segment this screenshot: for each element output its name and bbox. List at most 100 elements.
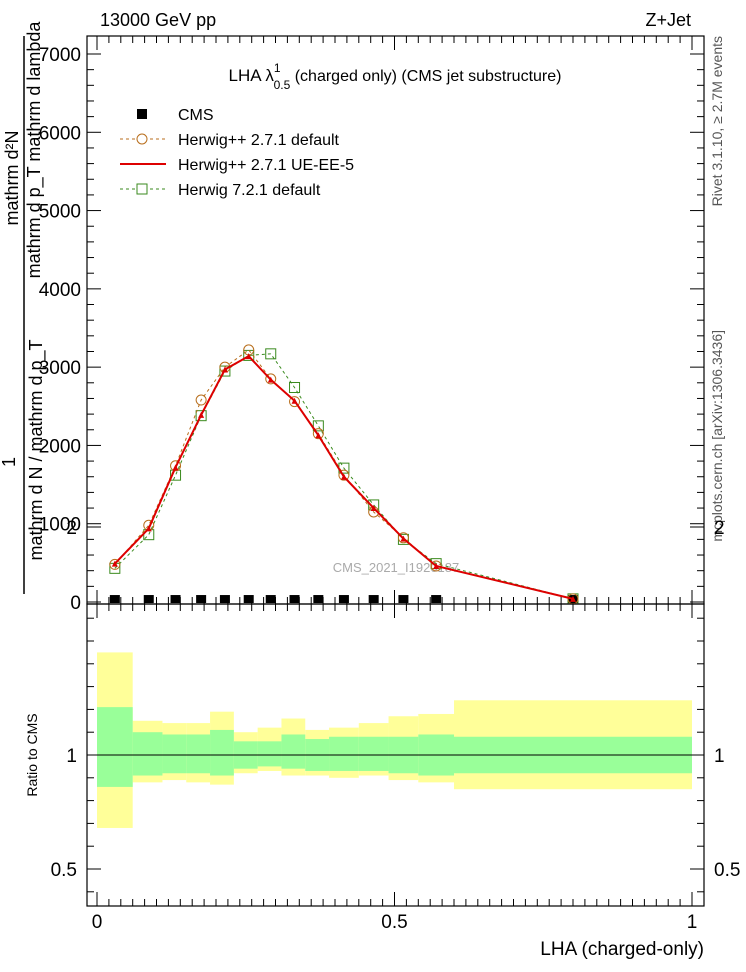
herwigpp-default-point [430,560,442,572]
x-tick-label: 0.5 [381,912,407,933]
ratio-x-ticks: 0 0.5 1 [92,604,698,933]
x-tick-label: 1 [687,912,698,933]
ratio-inner-band [329,736,359,771]
main-y-ticks: 0 1000 2000 3000 4000 5000 6000 7000 [39,45,704,614]
ratio-plot-panel: 0.5 0.51 12 2 0 0.5 1 Ratio to CMS LHA (charg… [24,518,740,960]
herwigpp-ueee5-point [245,353,252,360]
herwigpp-ueee5-point [570,595,576,602]
ylabel-denominator-top: mathrm d p_T mathrm d lambda [24,21,45,279]
herwigpp-default-point [397,532,409,544]
herwig7-point [265,348,277,360]
herwig7-point [289,381,301,393]
ratio-inner-band [281,734,306,769]
herwigpp-ueee5-point [291,397,298,404]
herwigpp-default-point [338,469,350,481]
cms-data-point [196,595,207,604]
cms-data-point [143,595,154,604]
ratio-y-tick-label-right: 0.5 [714,860,740,881]
rivet-version-label: Rivet 3.1.10, ≥ 2.7M events [709,36,725,206]
cms-data-point [368,595,379,604]
cms-data-point [313,595,324,604]
herwigpp-default-point [195,394,207,406]
plot-title: LHA λ1 0.5 (charged only) (CMS jet substr… [229,61,562,92]
legend-entry: Herwig++ 2.7.1 UE-EE-5 [120,157,354,174]
cms-data-point [338,595,349,604]
legend-entry: Herwig++ 2.7.1 default [120,132,340,149]
ratio-inner-band [210,729,234,776]
ylabel-denominator-bottom: mathrm d N / mathrm d p_T [26,339,47,560]
cms-data-point [109,595,120,604]
herwigpp-ueee5-point [315,432,322,439]
legend-label: Herwig++ 2.7.1 UE-EE-5 [178,157,354,174]
cms-data-point [219,595,230,604]
main-ylabel: mathrm d²N mathrm d p_T mathrm d lambda … [0,21,47,594]
herwigpp-default-point [289,396,301,408]
main-y-tick-label: 1000 [39,515,81,536]
ratio-inner-band [162,734,187,774]
header-process: Z+Jet [645,10,691,30]
mcplots-label: mcplots.cern.ch [arXiv:1306.3436] [709,330,725,542]
plot-title-superscript: 1 [274,61,281,75]
main-y-tick-label: 5000 [39,202,81,223]
ratio-y-tick-label: 2 [66,518,77,539]
herwigpp-ueee5-line [114,354,574,600]
herwigpp-ueee5-point [145,525,152,532]
cms-data-point [289,595,300,604]
main-series-group [109,344,579,605]
legend-marker-square [136,183,148,195]
herwigpp-ueee5-point [433,562,440,569]
main-y-tick-label: 2000 [39,436,81,457]
x-axis-label: LHA (charged-only) [540,939,704,960]
legend-entry: Herwig 7.2.1 default [120,182,321,199]
ratio-y-tick-label: 1 [66,746,77,767]
header-energy: 13000 GeV pp [100,10,216,30]
herwigpp-ueee5-point [172,464,179,471]
herwigpp-ueee5-point [221,366,228,373]
main-y-tick-label: 3000 [39,358,81,379]
cms-data-point [170,595,181,604]
cms-data-point [265,595,276,604]
ylabel-numerator-top: mathrm d²N [2,130,22,225]
herwigpp-default-point [170,460,182,472]
legend-label: Herwig 7.2.1 default [178,182,321,199]
ratio-y-tick-label-right: 1 [714,746,725,767]
x-tick-label: 0 [92,912,103,933]
ylabel-one: 1 [0,457,19,467]
legend-marker-circle [136,133,148,145]
legend-entry: CMS [137,107,214,124]
herwigpp-default-point [109,558,121,570]
ratio-bands [97,652,692,828]
herwigpp-ueee5-point [400,535,407,542]
ratio-inner-band [358,736,389,771]
main-plot-panel: 0 1000 2000 3000 4000 5000 6000 7000 CMS_2021_I… [39,35,705,614]
legend-label: Herwig++ 2.7.1 default [178,132,340,149]
herwig7-point [195,410,207,422]
main-y-tick-label: 7000 [39,45,81,66]
ratio-y-ticks: 0.5 0.5 1 1 2 2 [51,518,740,893]
herwigpp-default-line [114,349,574,600]
ratio-inner-band [257,741,282,767]
plot-title-suffix: (charged only) (CMS jet substructure) [290,68,561,85]
cms-data-point [431,595,442,604]
cms-data-point [398,595,409,604]
ratio-inner-band [132,732,163,776]
cms-data-point [243,595,254,604]
herwigpp-ueee5-point [111,560,118,567]
herwigpp-ueee5-point [267,376,274,383]
ratio-inner-band [186,734,211,774]
ratio-y-tick-label: 0.5 [51,860,77,881]
main-y-tick-label: 4000 [39,280,81,301]
herwigpp-default-point [265,373,277,385]
herwigpp-ueee5-point [370,505,377,512]
ratio-inner-band [97,707,133,787]
analysis-watermark: CMS_2021_I1920187 [333,560,460,575]
plot-title-prefix: LHA λ [229,66,275,85]
legend-marker-cms [137,109,147,119]
ratio-y-tick-label-right: 2 [714,518,725,539]
herwig7-point [219,365,231,377]
herwigpp-ueee5-point [340,473,347,480]
legend: CMS Herwig++ 2.7.1 default Herwig++ 2.7.1 … [120,107,354,199]
ratio-ylabel: Ratio to CMS [24,713,40,796]
herwigpp-default-point [312,428,324,440]
main-y-tick-label: 6000 [39,123,81,144]
